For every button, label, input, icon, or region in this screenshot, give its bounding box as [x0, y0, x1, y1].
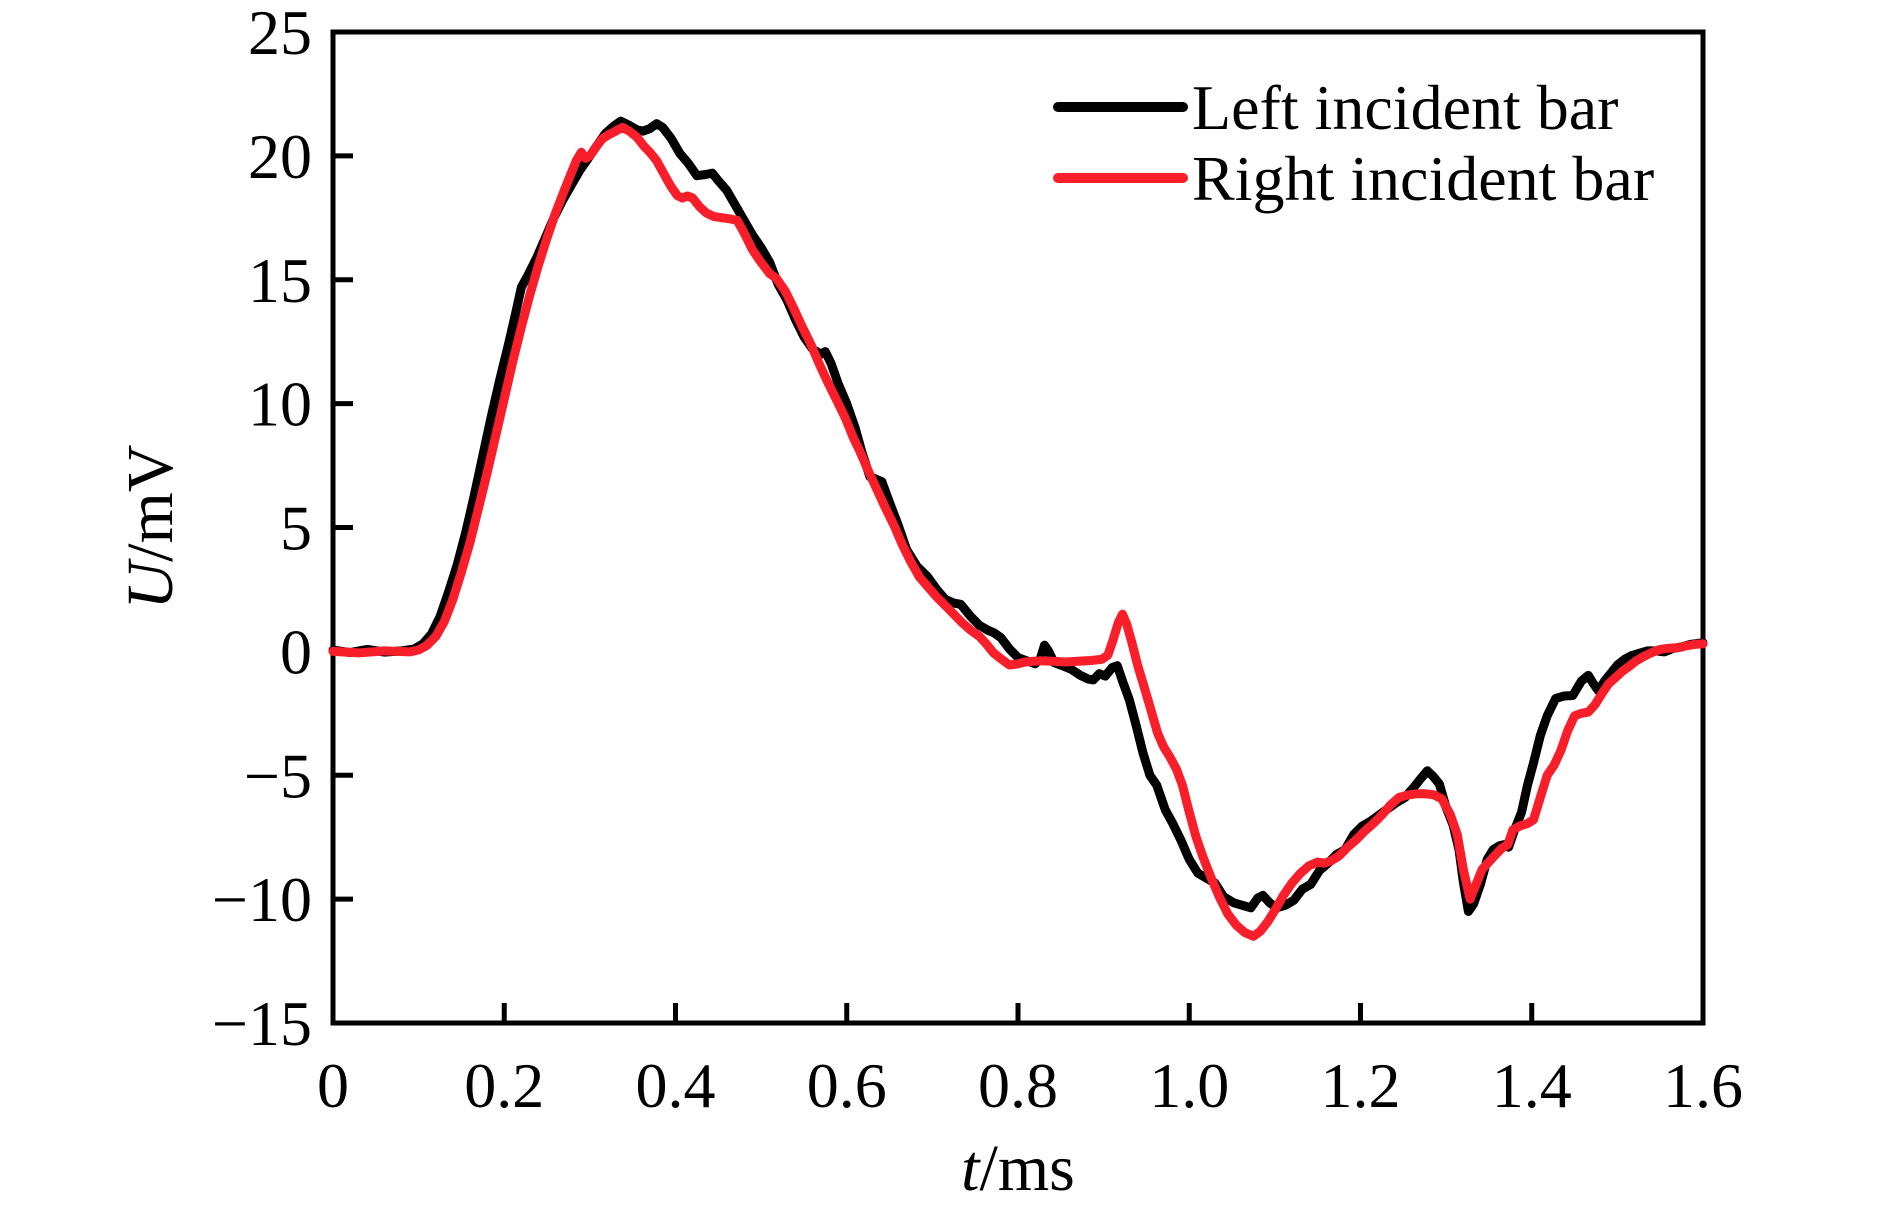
- series-group: [328, 116, 1708, 941]
- x-tick-label: 0.2: [464, 1050, 544, 1121]
- legend-label-right-incident: Right incident bar: [1192, 143, 1654, 214]
- x-tick-label: 1.0: [1149, 1050, 1229, 1121]
- x-axis-label-unit: /ms: [979, 1132, 1074, 1205]
- series-line-right-incident-bar: [328, 122, 1708, 941]
- y-axis-label-unit: /mV: [114, 444, 187, 561]
- x-tick-label: 1.4: [1492, 1050, 1572, 1121]
- y-tick-label: 5: [280, 493, 312, 564]
- y-tick-label: −10: [212, 864, 312, 935]
- x-tick-label: 0.8: [978, 1050, 1058, 1121]
- x-axis-label-symbol: t: [961, 1132, 981, 1205]
- y-ticks-group: 25 20 15 10 5 0 −5 −10 −15: [212, 0, 353, 1059]
- x-tick-label: 1.6: [1663, 1050, 1743, 1121]
- legend: Left incident bar Right incident bar: [1053, 72, 1654, 214]
- y-tick-label: −15: [212, 988, 312, 1059]
- x-tick-label: 0: [317, 1050, 349, 1121]
- x-tick-label: 0.6: [807, 1050, 887, 1121]
- y-tick-label: −5: [244, 740, 312, 811]
- y-tick-label: 15: [248, 245, 312, 316]
- y-axis-label: U/mV: [114, 444, 187, 609]
- y-tick-label: 20: [248, 121, 312, 192]
- x-tick-label: 1.2: [1321, 1050, 1401, 1121]
- y-tick-label: 0: [280, 616, 312, 687]
- x-axis-label: t/ms: [961, 1132, 1075, 1205]
- x-ticks-group: 0 0.2 0.4 0.6 0.8 1.0 1.2 1.4 1.6: [317, 1003, 1743, 1121]
- y-tick-label: 25: [248, 0, 312, 68]
- legend-label-left-incident: Left incident bar: [1192, 72, 1618, 143]
- series-line-left-incident-bar: [328, 116, 1708, 916]
- y-axis-label-symbol: U: [114, 558, 187, 610]
- y-tick-label: 10: [248, 369, 312, 440]
- x-tick-label: 0.4: [636, 1050, 716, 1121]
